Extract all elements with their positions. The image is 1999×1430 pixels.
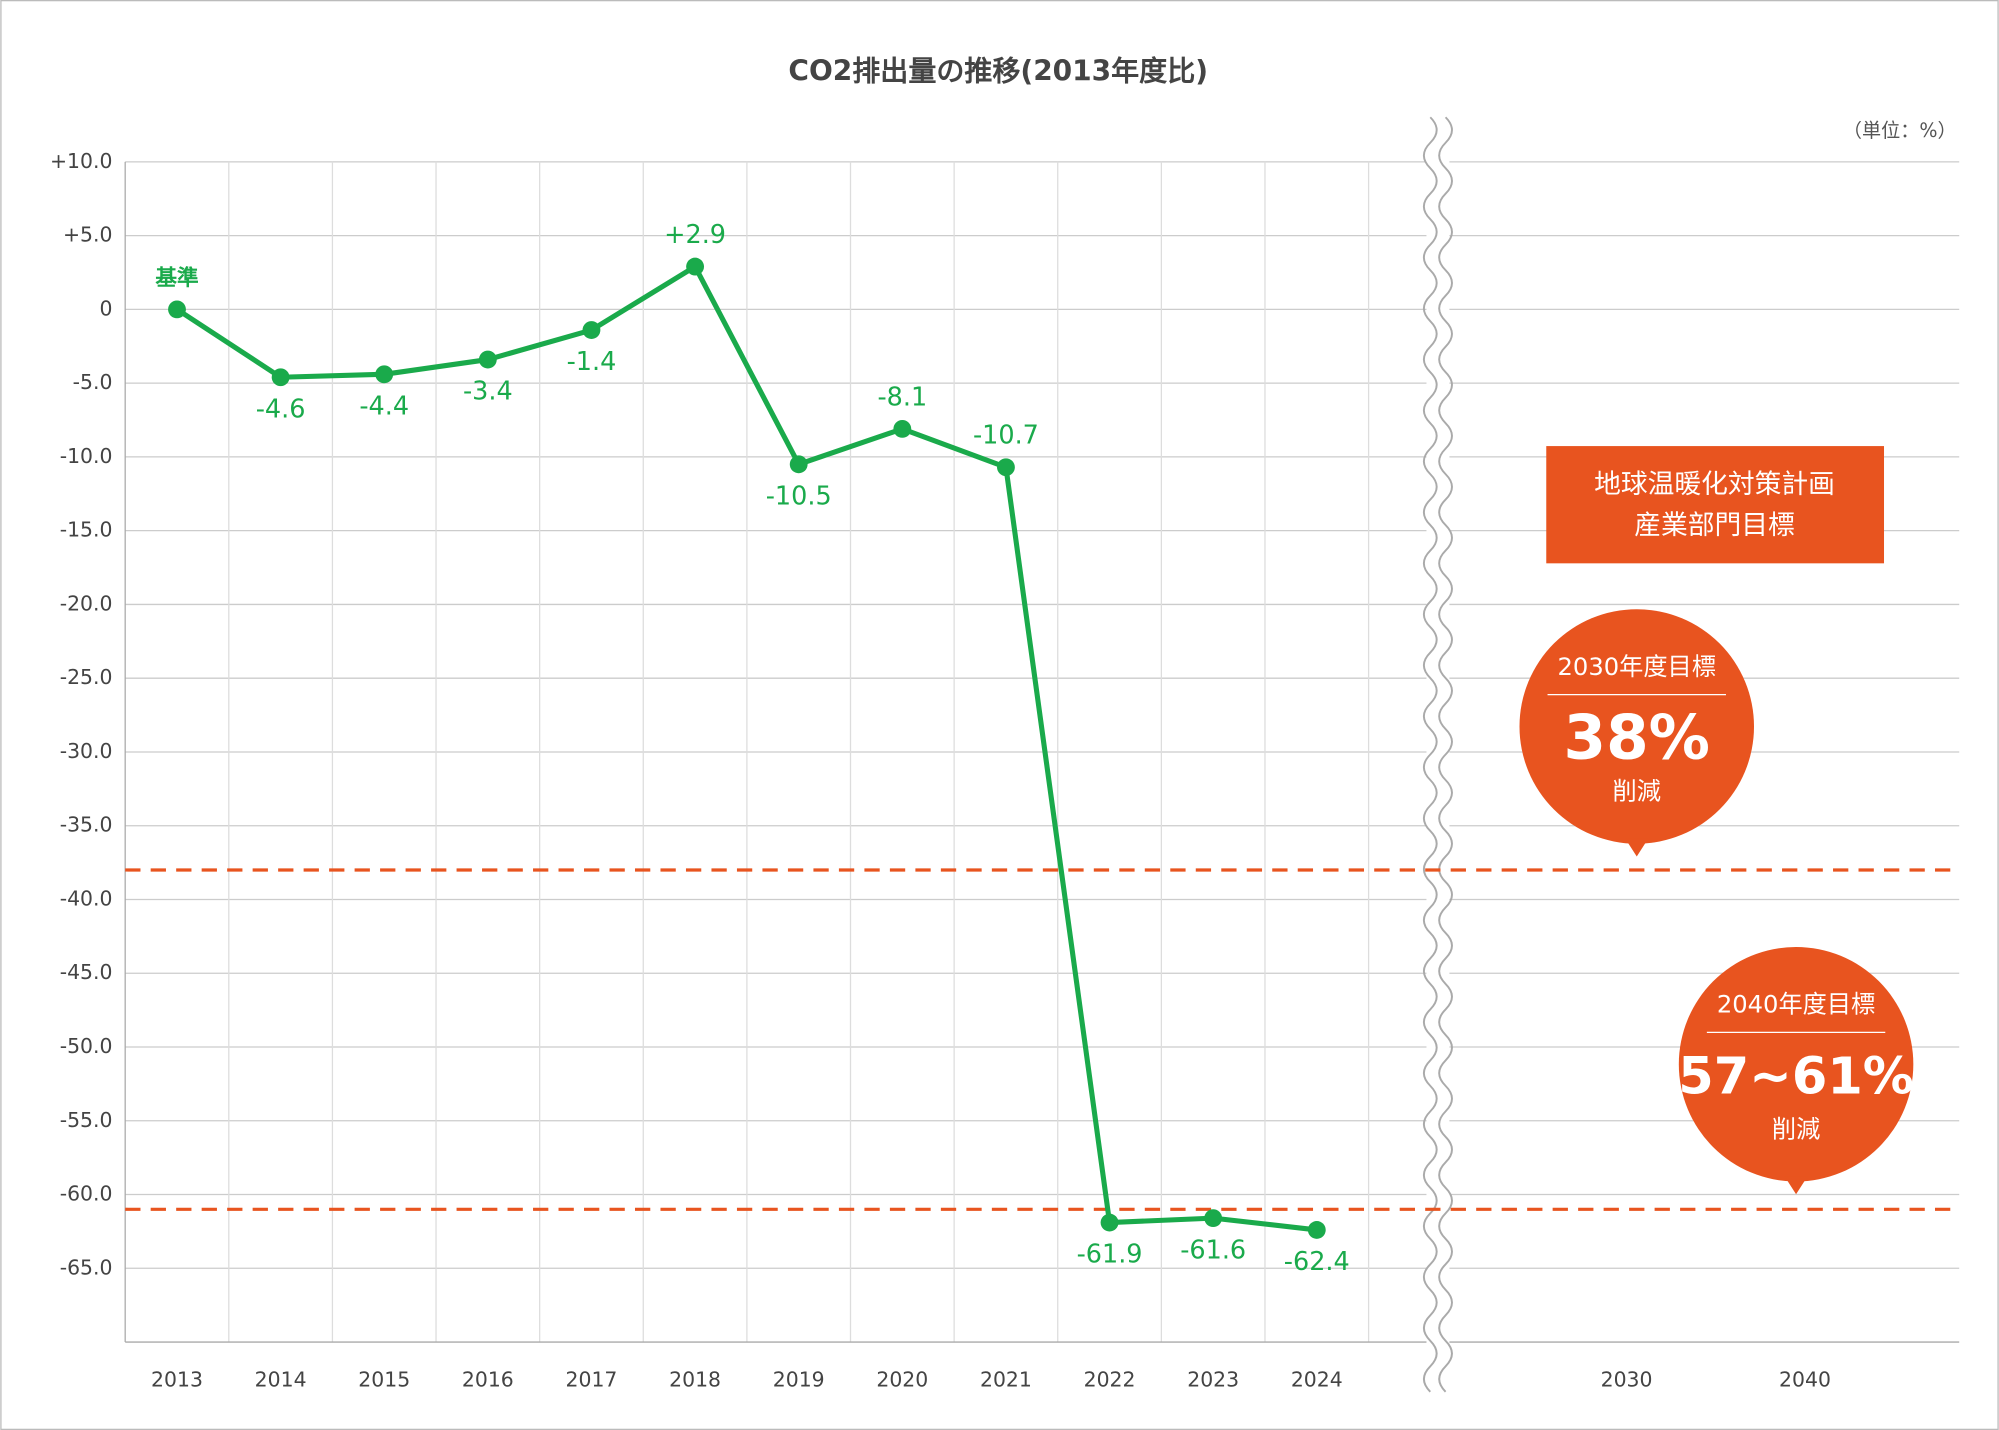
data-point	[1307, 1221, 1326, 1239]
data-point	[1204, 1209, 1223, 1228]
data-point	[168, 300, 186, 319]
y-tick-label: +10.0	[50, 149, 112, 173]
data-point	[686, 257, 705, 276]
data-point	[271, 368, 290, 387]
data-point	[582, 321, 601, 339]
x-tick-label: 2040	[1779, 1367, 1831, 1391]
data-label: -61.9	[1077, 1240, 1143, 1270]
data-label: -8.1	[877, 382, 927, 412]
y-tick-label: +5.0	[63, 223, 112, 247]
break-gap	[1426, 117, 1450, 1392]
y-tick-label: -10.0	[60, 444, 113, 468]
y-tick-label: -35.0	[60, 813, 113, 837]
x-tick-label: 2024	[1291, 1367, 1343, 1391]
data-point	[997, 458, 1015, 477]
data-label: -10.5	[766, 481, 832, 511]
data-point	[893, 419, 912, 438]
target-box-text: 地球温暖化対策計画	[1594, 469, 1835, 500]
data-point	[1100, 1213, 1119, 1232]
data-label: +2.9	[664, 220, 726, 250]
x-tick-label: 2013	[151, 1367, 203, 1391]
target-heading: 2040年度目標	[1717, 991, 1875, 1019]
y-tick-label: -40.0	[60, 886, 113, 910]
x-tick-label: 2020	[876, 1367, 928, 1391]
x-tick-label: 2021	[980, 1367, 1032, 1391]
data-line	[175, 264, 1318, 1233]
axis-break	[1438, 116, 1453, 1393]
data-point	[789, 455, 808, 474]
data-label: -1.4	[567, 347, 617, 377]
x-tick-label: 2030	[1601, 1367, 1653, 1391]
x-tick-label: 2018	[669, 1367, 721, 1391]
y-tick-label: -5.0	[73, 370, 113, 394]
target-heading: 2030年度目標	[1558, 653, 1716, 681]
y-tick-label: -25.0	[60, 665, 113, 689]
data-point	[375, 365, 394, 384]
x-tick-label: 2023	[1187, 1367, 1239, 1391]
bubble-pointer	[1625, 838, 1649, 857]
y-tick-label: -20.0	[60, 591, 113, 615]
y-tick-label: -65.0	[60, 1255, 113, 1279]
target-note: 削減	[1772, 1115, 1820, 1143]
data-point	[478, 350, 497, 369]
data-label: -4.4	[359, 391, 409, 421]
data-label: -62.4	[1284, 1247, 1350, 1277]
x-tick-label: 2016	[462, 1367, 514, 1391]
data-label: -4.6	[256, 394, 306, 424]
x-tick-label: 2015	[358, 1367, 410, 1391]
y-tick-label: 0	[99, 296, 112, 320]
x-tick-label: 2014	[255, 1367, 307, 1391]
target-box-text: 産業部門目標	[1634, 510, 1795, 541]
data-label: -3.4	[463, 377, 513, 407]
data-label: -61.6	[1180, 1235, 1246, 1265]
y-tick-label: -15.0	[60, 518, 113, 542]
target-amount: 57~61%	[1678, 1048, 1914, 1107]
data-label: -10.7	[973, 421, 1039, 451]
y-tick-label: -30.0	[60, 739, 113, 763]
y-tick-label: -45.0	[60, 960, 113, 984]
target-note: 削減	[1613, 778, 1661, 806]
target-amount: 38%	[1564, 702, 1710, 773]
target-bubble	[1678, 946, 1914, 1182]
y-tick-label: -50.0	[60, 1034, 113, 1058]
x-tick-label: 2019	[773, 1367, 825, 1391]
unit-label: （単位：%）	[1843, 119, 1957, 142]
y-tick-label: -55.0	[60, 1108, 113, 1132]
bubble-pointer	[1784, 1176, 1808, 1195]
chart-title: CO2排出量の推移(2013年度比)	[788, 55, 1208, 88]
y-tick-label: -60.0	[60, 1182, 113, 1206]
data-label: 基準	[155, 265, 198, 291]
x-tick-label: 2022	[1084, 1367, 1136, 1391]
axis-break	[1422, 116, 1438, 1393]
target-bubble	[1519, 609, 1755, 844]
target-box	[1546, 446, 1885, 564]
x-tick-label: 2017	[566, 1367, 618, 1391]
